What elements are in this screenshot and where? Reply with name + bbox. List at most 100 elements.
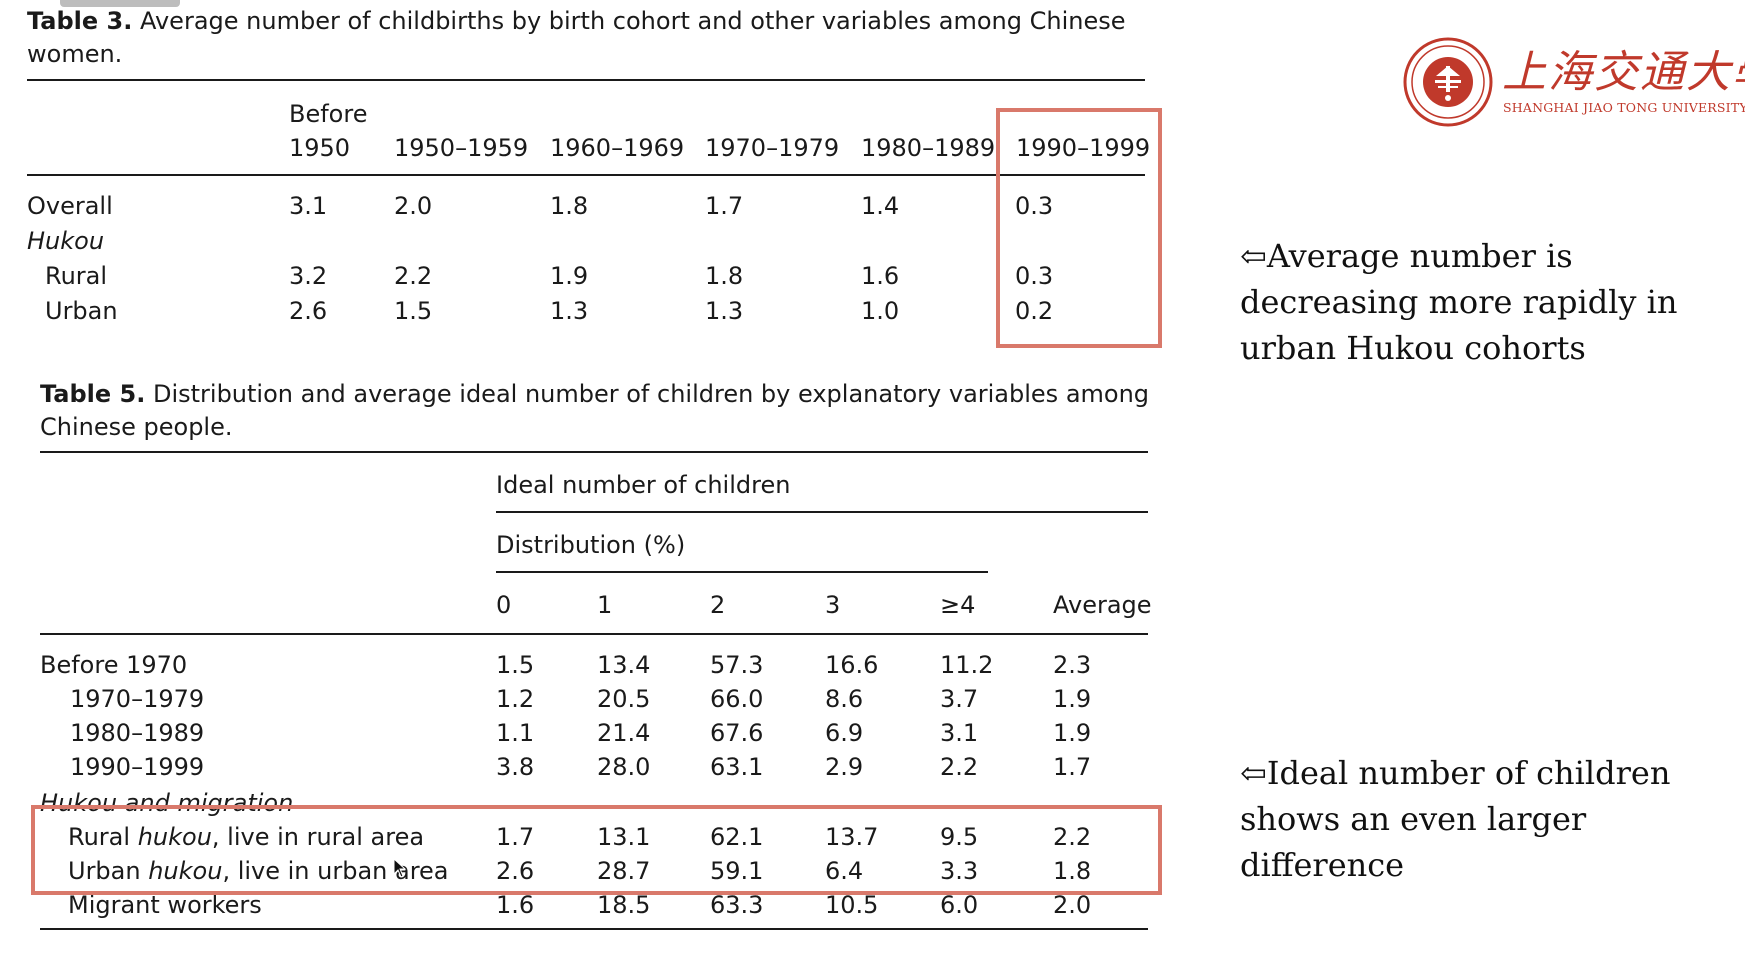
table5-group-label: Hukou and migration xyxy=(40,789,294,817)
table5-cell: 1.7 xyxy=(496,823,535,851)
table3-cell: 2.2 xyxy=(394,262,433,290)
table5-row-label: Migrant workers xyxy=(68,891,262,919)
table5-cell: 13.1 xyxy=(597,823,651,851)
table5-label: Table 5. xyxy=(40,380,146,408)
table5-cell: 1.2 xyxy=(496,685,535,713)
table5-cell: 3.1 xyxy=(940,719,979,747)
table5-col-4: ≥4 xyxy=(940,591,976,619)
table3-top-rule xyxy=(27,79,1145,81)
table5-col-3: 3 xyxy=(825,591,841,619)
table5-cell: 11.2 xyxy=(940,651,994,679)
table3-cell: 3.1 xyxy=(289,192,328,220)
table5-cell: 1.7 xyxy=(1053,753,1092,781)
table3-cell: 0.3 xyxy=(1015,262,1054,290)
label-pre: Rural xyxy=(68,823,138,851)
university-logo: 上海交通大學 SHANGHAI JIAO TONG UNIVERSITY xyxy=(1402,36,1745,127)
table5-bottom-rule xyxy=(40,928,1148,930)
table5-caption: Table 5. Distribution and average ideal … xyxy=(40,378,1160,444)
table3-cell: 1.4 xyxy=(861,192,900,220)
highlight-box-1990s-column xyxy=(996,108,1162,348)
table5-col-0: 0 xyxy=(496,591,512,619)
table5-sub-header: Distribution (%) xyxy=(496,531,686,559)
table3-label: Table 3. xyxy=(27,7,133,35)
table3-cell: 1.7 xyxy=(705,192,744,220)
table5-col-1: 1 xyxy=(597,591,613,619)
table5-col-5: Average xyxy=(1053,591,1152,619)
table3-cell: 1.5 xyxy=(394,297,433,325)
table5-cell: 28.0 xyxy=(597,753,651,781)
table3-col-0: 1950 xyxy=(289,134,351,162)
table5-cell: 2.3 xyxy=(1053,651,1092,679)
table5-cell: 13.7 xyxy=(825,823,879,851)
table5-cell: 1.5 xyxy=(496,651,535,679)
table5-cell: 67.6 xyxy=(710,719,764,747)
table3-cell: 3.2 xyxy=(289,262,328,290)
table3-row-label: Overall xyxy=(27,192,113,220)
table5-row-label: 1990–1999 xyxy=(70,753,205,781)
table5-cell: 3.3 xyxy=(940,857,979,885)
table3-cell: 1.3 xyxy=(550,297,589,325)
table5-cell: 62.1 xyxy=(710,823,764,851)
table5-cell: 2.9 xyxy=(825,753,864,781)
table5-cell: 1.9 xyxy=(1053,685,1092,713)
table5-cell: 6.9 xyxy=(825,719,864,747)
table5-col-2: 2 xyxy=(710,591,726,619)
university-name-en: SHANGHAI JIAO TONG UNIVERSITY xyxy=(1503,100,1745,115)
table5-top-rule xyxy=(40,451,1148,453)
label-post: , live in urban area xyxy=(222,857,449,885)
table5-cell: 2.0 xyxy=(1053,891,1092,919)
label-post: , live in rural area xyxy=(211,823,425,851)
highlight-box-hukou-rows xyxy=(31,805,1162,895)
table5-row-label: Before 1970 xyxy=(40,651,188,679)
table3-cell: 1.8 xyxy=(705,262,744,290)
table5-cell: 1.9 xyxy=(1053,719,1092,747)
table3-caption-text: Average number of childbirths by birth c… xyxy=(27,7,1126,68)
table3-cell: 2.6 xyxy=(289,297,328,325)
table5-cell: 20.5 xyxy=(597,685,651,713)
table5-cell: 9.5 xyxy=(940,823,979,851)
table3-cell: 2.0 xyxy=(394,192,433,220)
table5-cell: 18.5 xyxy=(597,891,651,919)
mouse-cursor-icon xyxy=(393,858,407,878)
university-seal-icon xyxy=(1403,37,1493,127)
table3-header-rule xyxy=(27,174,1145,176)
table5-row-label-urban-hukou: Urban hukou, live in urban area xyxy=(68,856,449,886)
table5-cell: 63.3 xyxy=(710,891,764,919)
table5-cell: 3.7 xyxy=(940,685,979,713)
annotation-note-1: ⇦Average number is decreasing more rapid… xyxy=(1240,237,1678,367)
table3-col-4: 1980–1989 xyxy=(861,134,996,162)
table5-cell: 10.5 xyxy=(825,891,879,919)
window-top-bar xyxy=(60,0,180,7)
table5-cell: 63.1 xyxy=(710,753,764,781)
table5-cell: 8.6 xyxy=(825,685,864,713)
table3-caption: Table 3. Average number of childbirths b… xyxy=(27,5,1147,71)
table3-cell: 0.2 xyxy=(1015,297,1054,325)
university-name-cn: 上海交通大學 xyxy=(1502,47,1745,98)
table5-row-label: 1980–1989 xyxy=(70,719,205,747)
table5-row-label-rural-hukou: Rural hukou, live in rural area xyxy=(68,822,424,852)
table5-cell: 1.1 xyxy=(496,719,535,747)
table3-cell: 0.3 xyxy=(1015,192,1054,220)
table3-cell: 1.3 xyxy=(705,297,744,325)
table3-cell: 1.0 xyxy=(861,297,900,325)
table5-caption-text: Distribution and average ideal number of… xyxy=(40,380,1150,441)
table5-cell: 57.3 xyxy=(710,651,764,679)
table3-row-label: Urban xyxy=(45,297,118,325)
table5-sub-rule xyxy=(496,571,988,573)
label-em: hukou xyxy=(148,857,223,885)
table5-group-header: Ideal number of children xyxy=(496,471,791,499)
table5-cell: 13.4 xyxy=(597,651,651,679)
label-pre: Urban xyxy=(68,857,149,885)
table5-header-rule xyxy=(40,633,1148,635)
table5-cell: 2.6 xyxy=(496,857,535,885)
table5-cell: 66.0 xyxy=(710,685,764,713)
table3-col-5: 1990–1999 xyxy=(1016,134,1151,162)
annotation-note-2: ⇦Ideal number of children shows an even … xyxy=(1240,754,1671,884)
table3-col-1: 1950–1959 xyxy=(394,134,529,162)
table3-cell: 1.8 xyxy=(550,192,589,220)
label-em: hukou xyxy=(137,823,212,851)
table3-col-2: 1960–1969 xyxy=(550,134,685,162)
table3-cell: 1.6 xyxy=(861,262,900,290)
table5-cell: 59.1 xyxy=(710,857,764,885)
table5-cell: 2.2 xyxy=(1053,823,1092,851)
